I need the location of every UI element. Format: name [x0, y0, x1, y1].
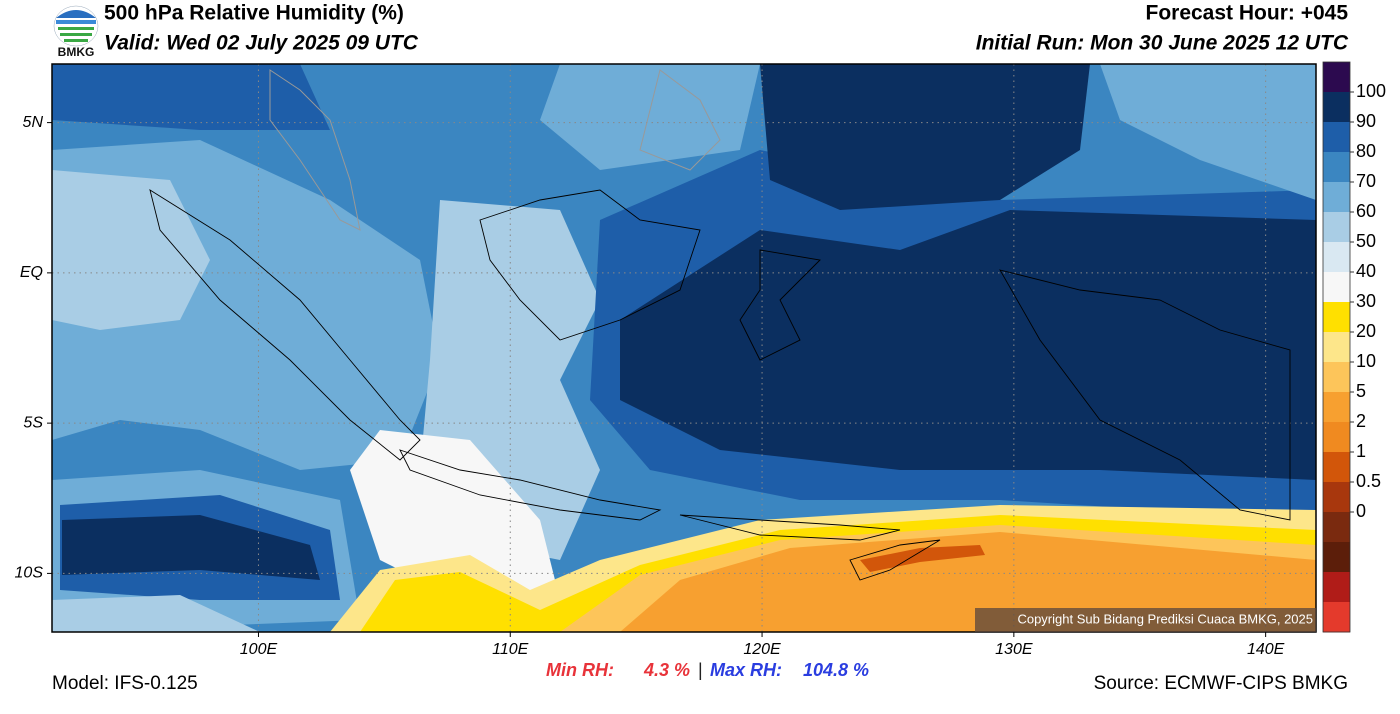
colorbar-label: 0.5 [1356, 471, 1381, 491]
max-rh-label: Max RH: [710, 660, 782, 680]
colorbar-label: 0 [1356, 501, 1366, 521]
colorbar-swatch [1323, 92, 1350, 123]
separator: | [698, 660, 703, 680]
min-rh-label: Min RH: [546, 660, 614, 680]
colorbar-swatch [1323, 152, 1350, 183]
forecast-hour: Forecast Hour: +045 [1146, 2, 1349, 25]
y-tick-label: 5S [23, 414, 43, 431]
colorbar-label: 30 [1356, 291, 1376, 311]
colorbar-frame [1322, 61, 1351, 633]
source: Source: ECMWF-CIPS BMKG [1094, 673, 1348, 694]
x-tick-label: 120E [743, 641, 781, 658]
colorbar-label: 2 [1356, 411, 1366, 431]
colorbar-label: 20 [1356, 321, 1376, 341]
colorbar-swatch [1323, 512, 1350, 543]
copyright-box [975, 608, 1316, 632]
coastlines [149, 69, 1291, 581]
colorbar-label: 70 [1356, 171, 1376, 191]
colorbar-swatch [1323, 422, 1350, 453]
axes: 100E 110E 120E 130E 140E 5N EQ 5S 10S [15, 114, 1285, 658]
valid-time: Valid: Wed 02 July 2025 09 UTC [104, 32, 419, 55]
colorbar-swatch [1323, 62, 1350, 93]
title: 500 hPa Relative Humidity (%) [104, 2, 404, 25]
colorbar-swatch [1323, 242, 1350, 273]
humidity-field [52, 64, 1316, 632]
x-tick-label: 110E [492, 641, 529, 658]
colorbar-label: 60 [1356, 201, 1376, 221]
colorbar-swatch [1323, 332, 1350, 363]
colorbar-label: 100 [1356, 81, 1386, 101]
logo-text: BMKG [58, 45, 95, 59]
colorbar-label: 80 [1356, 141, 1376, 161]
colorbar-swatch [1323, 362, 1350, 393]
colorbar-label: 90 [1356, 111, 1376, 131]
colorbar-swatch [1323, 272, 1350, 303]
max-rh-value: 104.8 % [803, 660, 869, 680]
x-tick-label: 130E [995, 641, 1033, 658]
logo: BMKG [53, 5, 99, 59]
colorbar-swatch [1323, 452, 1350, 483]
colorbar: 100 90 80 70 60 50 40 30 20 10 5 2 1 0.5 0 [1322, 61, 1386, 633]
x-tick-label: 100E [240, 641, 278, 658]
colorbar-label: 40 [1356, 261, 1376, 281]
y-tick-label: 5N [23, 114, 44, 131]
colorbar-label: 10 [1356, 351, 1376, 371]
model: Model: IFS-0.125 [52, 673, 198, 694]
colorbar-swatch [1323, 182, 1350, 213]
colorbar-swatch [1323, 482, 1350, 513]
colorbar-swatch [1323, 572, 1350, 603]
colorbar-swatch [1323, 212, 1350, 243]
colorbar-label: 5 [1356, 381, 1366, 401]
colorbar-swatch [1323, 602, 1350, 633]
initial-run: Initial Run: Mon 30 June 2025 12 UTC [976, 32, 1349, 55]
copyright: Copyright Sub Bidang Prediksi Cuaca BMKG… [1017, 611, 1313, 626]
colorbar-swatch [1323, 542, 1350, 573]
colorbar-swatch [1323, 302, 1350, 333]
map-frame [51, 63, 1317, 633]
y-tick-label: 10S [15, 565, 44, 582]
colorbar-swatch [1323, 122, 1350, 153]
colorbar-swatch [1323, 392, 1350, 423]
x-tick-label: 140E [1247, 641, 1285, 658]
colorbar-label: 50 [1356, 231, 1376, 251]
y-tick-label: EQ [20, 264, 43, 281]
colorbar-label: 1 [1356, 441, 1366, 461]
grid [52, 64, 1316, 632]
min-rh-value: 4.3 % [643, 660, 690, 680]
